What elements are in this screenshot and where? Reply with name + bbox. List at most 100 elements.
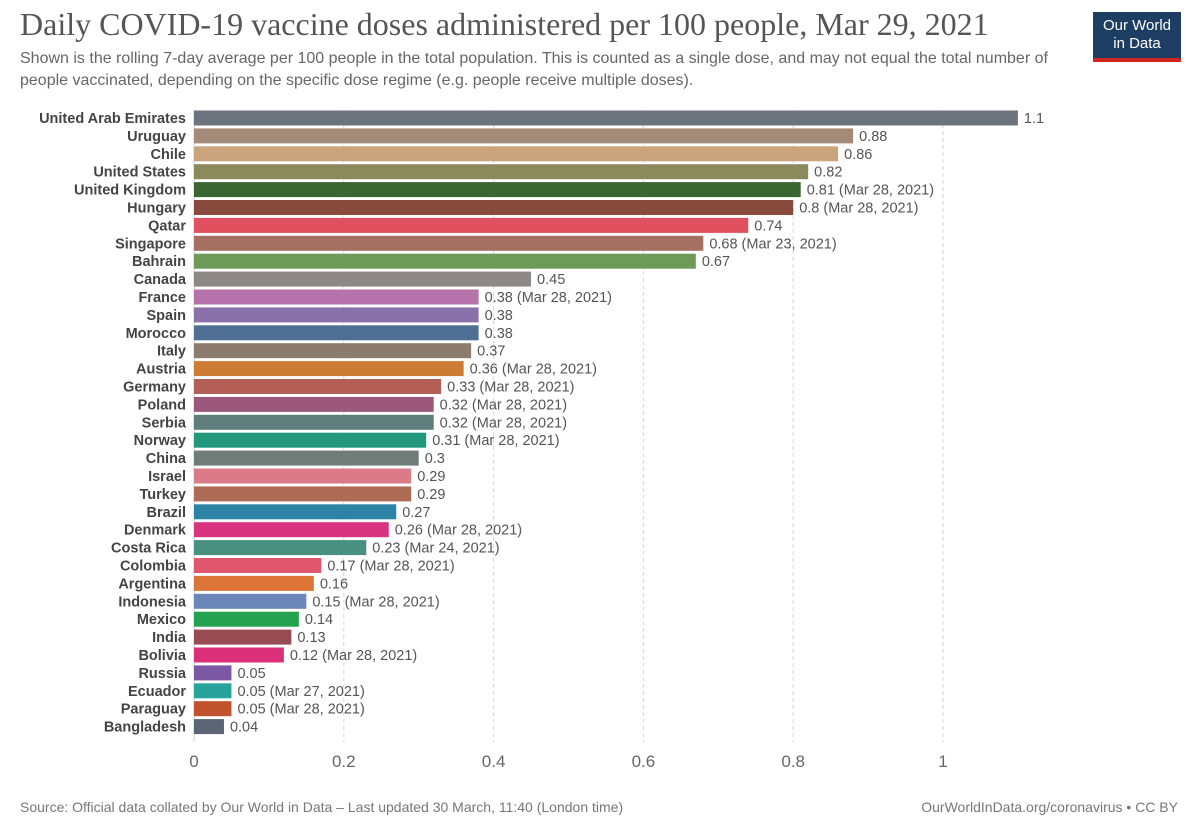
logo-line-1: Our World [1102, 17, 1172, 34]
value-label: 0.37 [477, 344, 505, 360]
bar[interactable] [194, 450, 419, 466]
bar[interactable] [194, 110, 1018, 126]
value-label: 0.14 [305, 612, 333, 628]
value-label: 0.74 [754, 218, 782, 234]
bar[interactable] [194, 164, 809, 180]
bar[interactable] [194, 486, 412, 502]
category-label: Russia [138, 666, 186, 682]
bar[interactable] [194, 307, 479, 323]
value-label: 1.1 [1024, 111, 1044, 127]
bar[interactable] [194, 343, 472, 359]
value-label: 0.12 (Mar 28, 2021) [290, 648, 417, 664]
bar[interactable] [194, 683, 232, 699]
value-label: 0.27 [402, 505, 430, 521]
x-tick-label: 0 [189, 752, 198, 771]
category-label: China [146, 451, 187, 467]
bar[interactable] [194, 665, 232, 681]
credit-link[interactable]: OurWorldInData.org/coronavirus • CC BY [921, 799, 1178, 815]
value-label: 0.67 [702, 254, 730, 270]
chart-title: Daily COVID-19 vaccine doses administere… [20, 6, 989, 42]
x-tick-label: 0.4 [482, 752, 506, 771]
category-label: Bolivia [138, 648, 186, 664]
value-label: 0.36 (Mar 28, 2021) [470, 362, 597, 378]
category-label: Spain [147, 308, 186, 324]
value-label: 0.23 (Mar 24, 2021) [372, 541, 499, 557]
value-label: 0.33 (Mar 28, 2021) [447, 380, 574, 396]
value-label: 0.05 (Mar 27, 2021) [237, 684, 364, 700]
category-label: Norway [134, 433, 186, 449]
bar[interactable] [194, 593, 307, 609]
category-label: Colombia [120, 559, 187, 575]
bar[interactable] [194, 719, 224, 735]
category-label: France [138, 290, 186, 306]
x-axis-ticks: 0 0.2 0.4 0.6 0.8 1 [189, 752, 947, 771]
x-tick-label: 0.8 [781, 752, 805, 771]
bar[interactable] [194, 540, 367, 556]
category-label: Israel [148, 469, 186, 485]
category-label: Bahrain [132, 254, 186, 270]
value-label: 0.32 (Mar 28, 2021) [440, 397, 567, 413]
category-label: Uruguay [127, 129, 186, 145]
bar[interactable] [194, 647, 284, 663]
value-label: 0.45 [537, 272, 565, 288]
bar[interactable] [194, 468, 412, 484]
value-label: 0.13 [297, 630, 325, 646]
bar[interactable] [194, 629, 292, 645]
category-label: India [152, 630, 187, 646]
value-labels: 1.1 0.88 0.860.82 0.81 (Mar 28, 2021) 0.8 (M… [230, 111, 1044, 736]
bar[interactable] [194, 325, 479, 341]
bar[interactable] [194, 217, 749, 233]
category-label: Mexico [137, 612, 186, 628]
category-label: United Arab Emirates [39, 111, 186, 127]
category-labels: United Arab Emirates Uruguay Chile United S… [39, 111, 187, 736]
bar[interactable] [194, 271, 532, 287]
category-label: Morocco [126, 326, 187, 342]
chart-subtitle: Shown is the rolling 7-day average per 1… [20, 50, 1048, 89]
bar[interactable] [194, 701, 232, 717]
bar[interactable] [194, 146, 839, 162]
bar-chart: United Arab Emirates Uruguay Chile United S… [39, 110, 1044, 771]
bar[interactable] [194, 379, 442, 394]
value-label: 0.29 [417, 487, 445, 503]
category-label: Turkey [140, 487, 186, 503]
bar[interactable] [194, 396, 434, 412]
value-label: 0.8 (Mar 28, 2021) [799, 201, 918, 217]
value-label: 0.16 [320, 576, 348, 592]
bar[interactable] [194, 235, 704, 251]
value-label: 0.31 (Mar 28, 2021) [432, 433, 559, 449]
value-label: 0.26 (Mar 28, 2021) [395, 523, 522, 539]
bar[interactable] [194, 414, 434, 430]
category-label: Brazil [147, 505, 187, 521]
category-label: Serbia [142, 415, 187, 431]
bar[interactable] [194, 575, 314, 591]
value-label: 0.86 [844, 147, 872, 163]
value-label: 0.05 [237, 666, 265, 682]
bar[interactable] [194, 128, 854, 144]
category-label: Paraguay [121, 702, 186, 718]
bar[interactable] [194, 558, 322, 573]
category-label: Hungary [127, 201, 186, 217]
value-label: 0.81 (Mar 28, 2021) [807, 183, 934, 199]
x-tick-label: 1 [938, 752, 947, 771]
category-label: Argentina [118, 576, 187, 592]
bar[interactable] [194, 504, 397, 520]
category-label: United States [93, 165, 186, 181]
bar[interactable] [194, 522, 389, 538]
bar[interactable] [194, 611, 299, 627]
value-label: 0.04 [230, 720, 258, 736]
category-label: Denmark [124, 523, 187, 539]
bar[interactable] [194, 361, 464, 377]
bar[interactable] [194, 289, 479, 305]
value-label: 0.88 [859, 129, 887, 145]
bar[interactable] [194, 200, 794, 215]
owid-logo[interactable]: Our World in Data [1093, 12, 1181, 62]
source-note: Source: Official data collated by Our Wo… [20, 799, 624, 815]
value-label: 0.32 (Mar 28, 2021) [440, 415, 567, 431]
value-label: 0.15 (Mar 28, 2021) [312, 594, 439, 610]
bar[interactable] [194, 253, 696, 269]
bar[interactable] [194, 432, 427, 448]
value-label: 0.82 [814, 165, 842, 181]
bar[interactable] [194, 182, 801, 198]
category-label: United Kingdom [74, 183, 186, 199]
category-label: Poland [138, 397, 186, 413]
